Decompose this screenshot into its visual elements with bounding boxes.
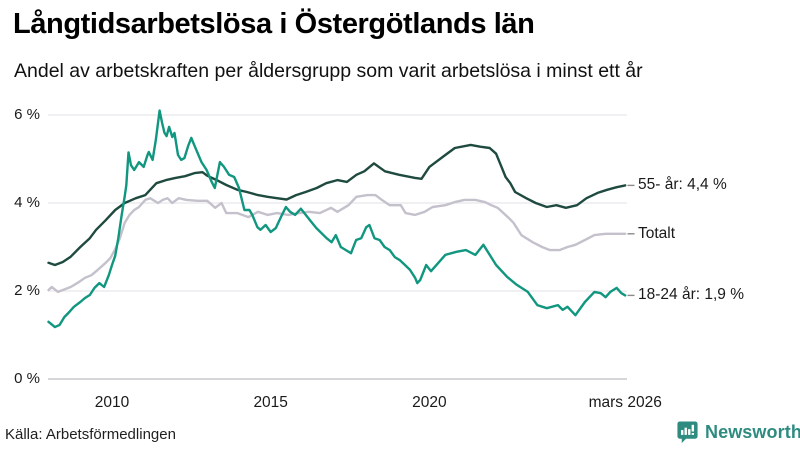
x-axis-tick-label: mars 2026 — [588, 394, 662, 411]
chart-subtitle: Andel av arbetskraften per åldersgrupp s… — [14, 60, 643, 82]
source-note: Källa: Arbetsförmedlingen — [5, 426, 176, 443]
y-axis-tick-label: 6 % — [14, 106, 40, 123]
series-label-55--r: 55- år: 4,4 % — [638, 176, 727, 194]
y-axis-tick-label: 2 % — [14, 282, 40, 299]
series-line-18-24-r — [47, 109, 627, 329]
y-axis-tick-label: 4 % — [14, 194, 40, 211]
x-axis-tick-label: 2015 — [253, 394, 288, 411]
y-axis-tick-label: 0 % — [14, 370, 40, 387]
x-axis-tick-label: 2020 — [412, 394, 447, 411]
x-axis-tick-label: 2010 — [94, 394, 130, 411]
series-line-Totalt — [47, 193, 627, 294]
newsworthy-logo: Newsworthy — [676, 420, 800, 444]
series-line-55--r — [47, 143, 627, 267]
series-label-18-24-r: 18-24 år: 1,9 % — [638, 286, 744, 304]
series-label-Totalt: Totalt — [638, 224, 676, 242]
newsworthy-icon — [677, 421, 698, 444]
chart-title: Långtidsarbetslösa i Östergötlands län — [13, 8, 535, 40]
newsworthy-wordmark: Newsworthy — [705, 421, 800, 442]
